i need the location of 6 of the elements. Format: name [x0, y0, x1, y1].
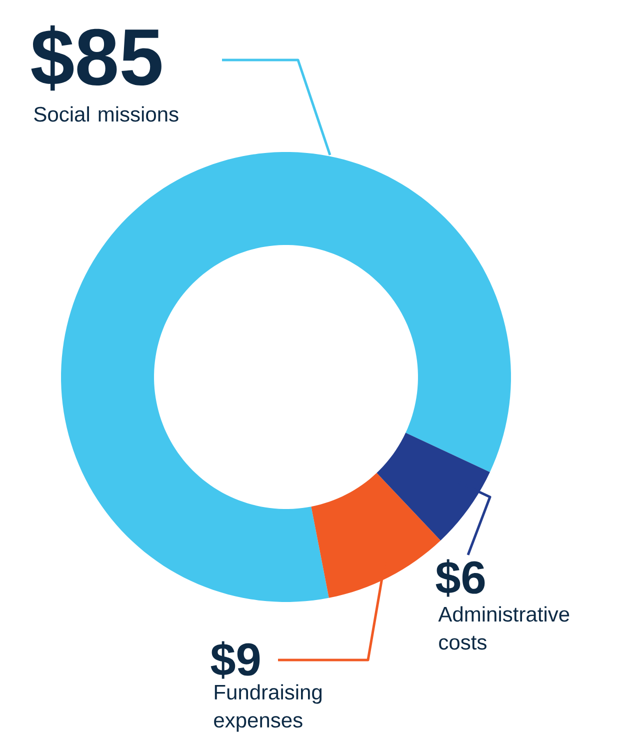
data-label: $6: [436, 559, 485, 597]
slice-label: Social missions: [34, 106, 178, 122]
slice-label: Fundraising expenses: [214, 684, 322, 732]
data-label: $9: [210, 641, 260, 679]
slice-label: Administrative costs: [438, 606, 570, 650]
data-label: $85: [31, 25, 162, 91]
